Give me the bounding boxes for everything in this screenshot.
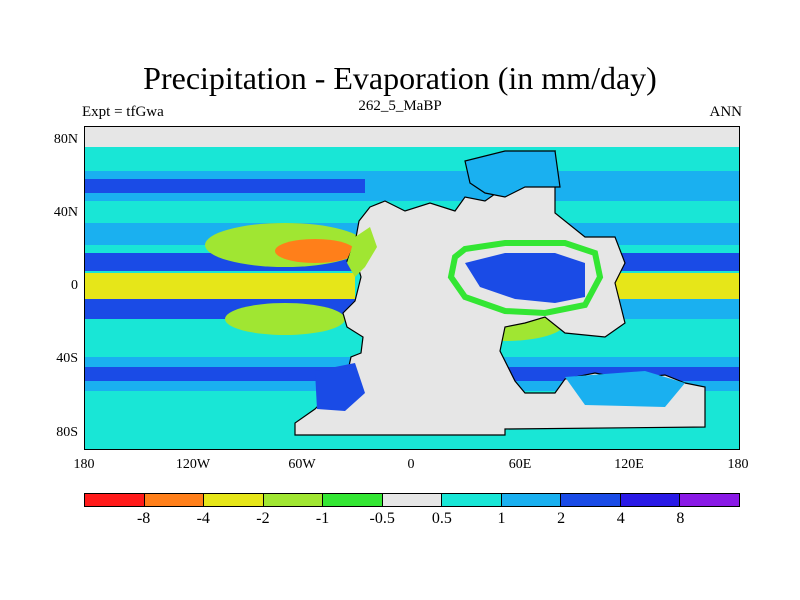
- lat-tick-40n: 40N: [53, 205, 78, 220]
- colorbar-label: -4: [196, 510, 210, 527]
- lon-tick-0: 0: [407, 457, 415, 472]
- lon-tick-120w: 120W: [175, 457, 211, 472]
- colorbar-cell: [620, 494, 681, 506]
- south-polar-region: [85, 433, 739, 449]
- colorbar-label: -8: [136, 510, 151, 527]
- equatorial-dry-band: [85, 273, 355, 299]
- season-label: ANN: [709, 104, 743, 120]
- colorbar-label: 2: [557, 510, 566, 527]
- lon-tick-60w: 60W: [288, 457, 316, 472]
- colorbar-label: 4: [616, 510, 625, 527]
- colorbar-label: -2: [256, 510, 270, 527]
- west-coast-green: [347, 227, 377, 277]
- south-land-rain: [315, 363, 365, 411]
- lon-tick-60e: 60E: [508, 457, 532, 472]
- colorbar-cell: [85, 494, 145, 506]
- colorbar-cell: [561, 494, 621, 506]
- lat-tick-0: 0: [71, 278, 78, 293]
- map-title: Precipitation - Evaporation (in mm/day): [143, 60, 657, 96]
- colorbar-cell: [144, 494, 205, 506]
- colorbar-cell: [442, 494, 502, 506]
- colorbar-cell: [204, 494, 264, 506]
- north-polar-region: [85, 127, 739, 147]
- colorbar-cell: [263, 494, 324, 506]
- north-landmass: [464, 150, 561, 198]
- map-subtitle: 262_5_MaBP: [358, 98, 442, 114]
- colorbar-label: 0.5: [431, 510, 452, 527]
- equatorial-dry-band-east: [615, 273, 739, 299]
- lon-tick-180e: 180: [727, 457, 749, 472]
- dry-pacific-n-core: [275, 239, 355, 263]
- colorbar: [84, 493, 740, 507]
- colorbar-label: 8: [676, 510, 685, 527]
- map-canvas: [85, 127, 739, 449]
- inland-blue-region: [465, 253, 585, 303]
- lon-tick-120e: 120E: [614, 457, 644, 472]
- lat-tick-80s: 80S: [56, 425, 78, 440]
- lon-tick-180w: 180: [73, 457, 95, 472]
- colorbar-cell: [323, 494, 383, 506]
- colorbar-label: -1: [315, 510, 330, 527]
- lat-tick-80n: 80N: [53, 132, 78, 147]
- colorbar-cell: [382, 494, 443, 506]
- colorbar-cell: [501, 494, 562, 506]
- experiment-label: Expt = tfGwa: [82, 104, 164, 120]
- inland-green-rim: [447, 240, 604, 317]
- south-land-rain-2: [565, 371, 685, 407]
- precip-evap-map: [84, 126, 740, 450]
- colorbar-label: 1: [497, 510, 506, 527]
- colorbar-cell: [680, 494, 740, 506]
- north-storm-band: [85, 179, 365, 193]
- dry-pacific-s: [225, 303, 345, 335]
- lat-tick-40s: 40S: [56, 351, 78, 366]
- colorbar-label: -0.5: [369, 510, 395, 527]
